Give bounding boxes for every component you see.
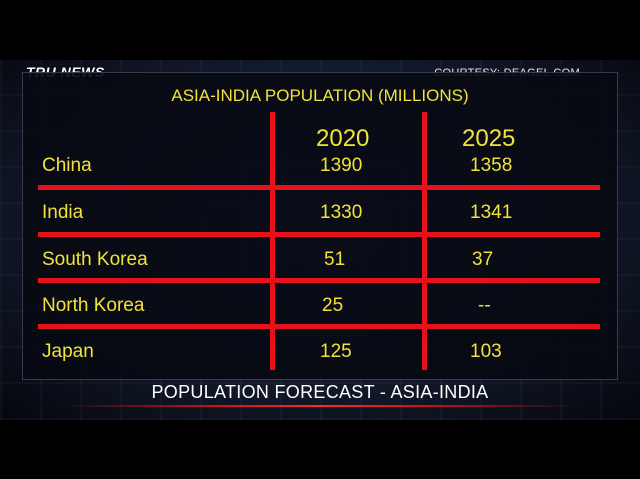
row-value-2025-north-korea: --	[478, 295, 491, 316]
row-country-south-korea: South Korea	[42, 249, 148, 270]
row-value-2025-south-korea: 37	[472, 249, 494, 270]
caption-underline	[60, 405, 580, 407]
row-value-2020-north-korea: 25	[322, 295, 344, 316]
grid-divider-horizontal-2	[38, 232, 600, 237]
row-value-2025-china: 1358	[470, 155, 513, 176]
row-value-2020-india: 1330	[320, 202, 363, 223]
letterbox-top	[0, 0, 640, 60]
row-country-india: India	[42, 202, 84, 223]
row-value-2020-china: 1390	[320, 155, 363, 176]
table-title: ASIA-INDIA POPULATION (MILLIONS)	[171, 86, 469, 105]
row-value-2025-japan: 103	[470, 341, 502, 362]
grid-divider-vertical-1	[270, 112, 275, 370]
row-country-japan: Japan	[42, 341, 94, 362]
grid-divider-vertical-2	[422, 112, 427, 370]
row-value-2025-india: 1341	[470, 202, 513, 223]
row-value-2020-south-korea: 51	[324, 249, 346, 270]
letterbox-bottom	[0, 420, 640, 479]
row-value-2020-japan: 125	[320, 341, 352, 362]
table-panel	[22, 72, 618, 380]
column-header-2020: 2020	[316, 125, 370, 152]
lower-third-caption: POPULATION FORECAST - ASIA-INDIA	[151, 382, 489, 402]
row-country-china: China	[42, 155, 92, 176]
column-header-2025: 2025	[462, 125, 516, 152]
broadcast-frame: TRU NEWS COURTESY: DEAGEL.COM ASIA-INDIA…	[0, 60, 640, 420]
grid-divider-horizontal-1	[38, 185, 600, 190]
grid-divider-horizontal-4	[38, 324, 600, 329]
grid-divider-horizontal-3	[38, 278, 600, 283]
row-country-north-korea: North Korea	[42, 295, 145, 316]
